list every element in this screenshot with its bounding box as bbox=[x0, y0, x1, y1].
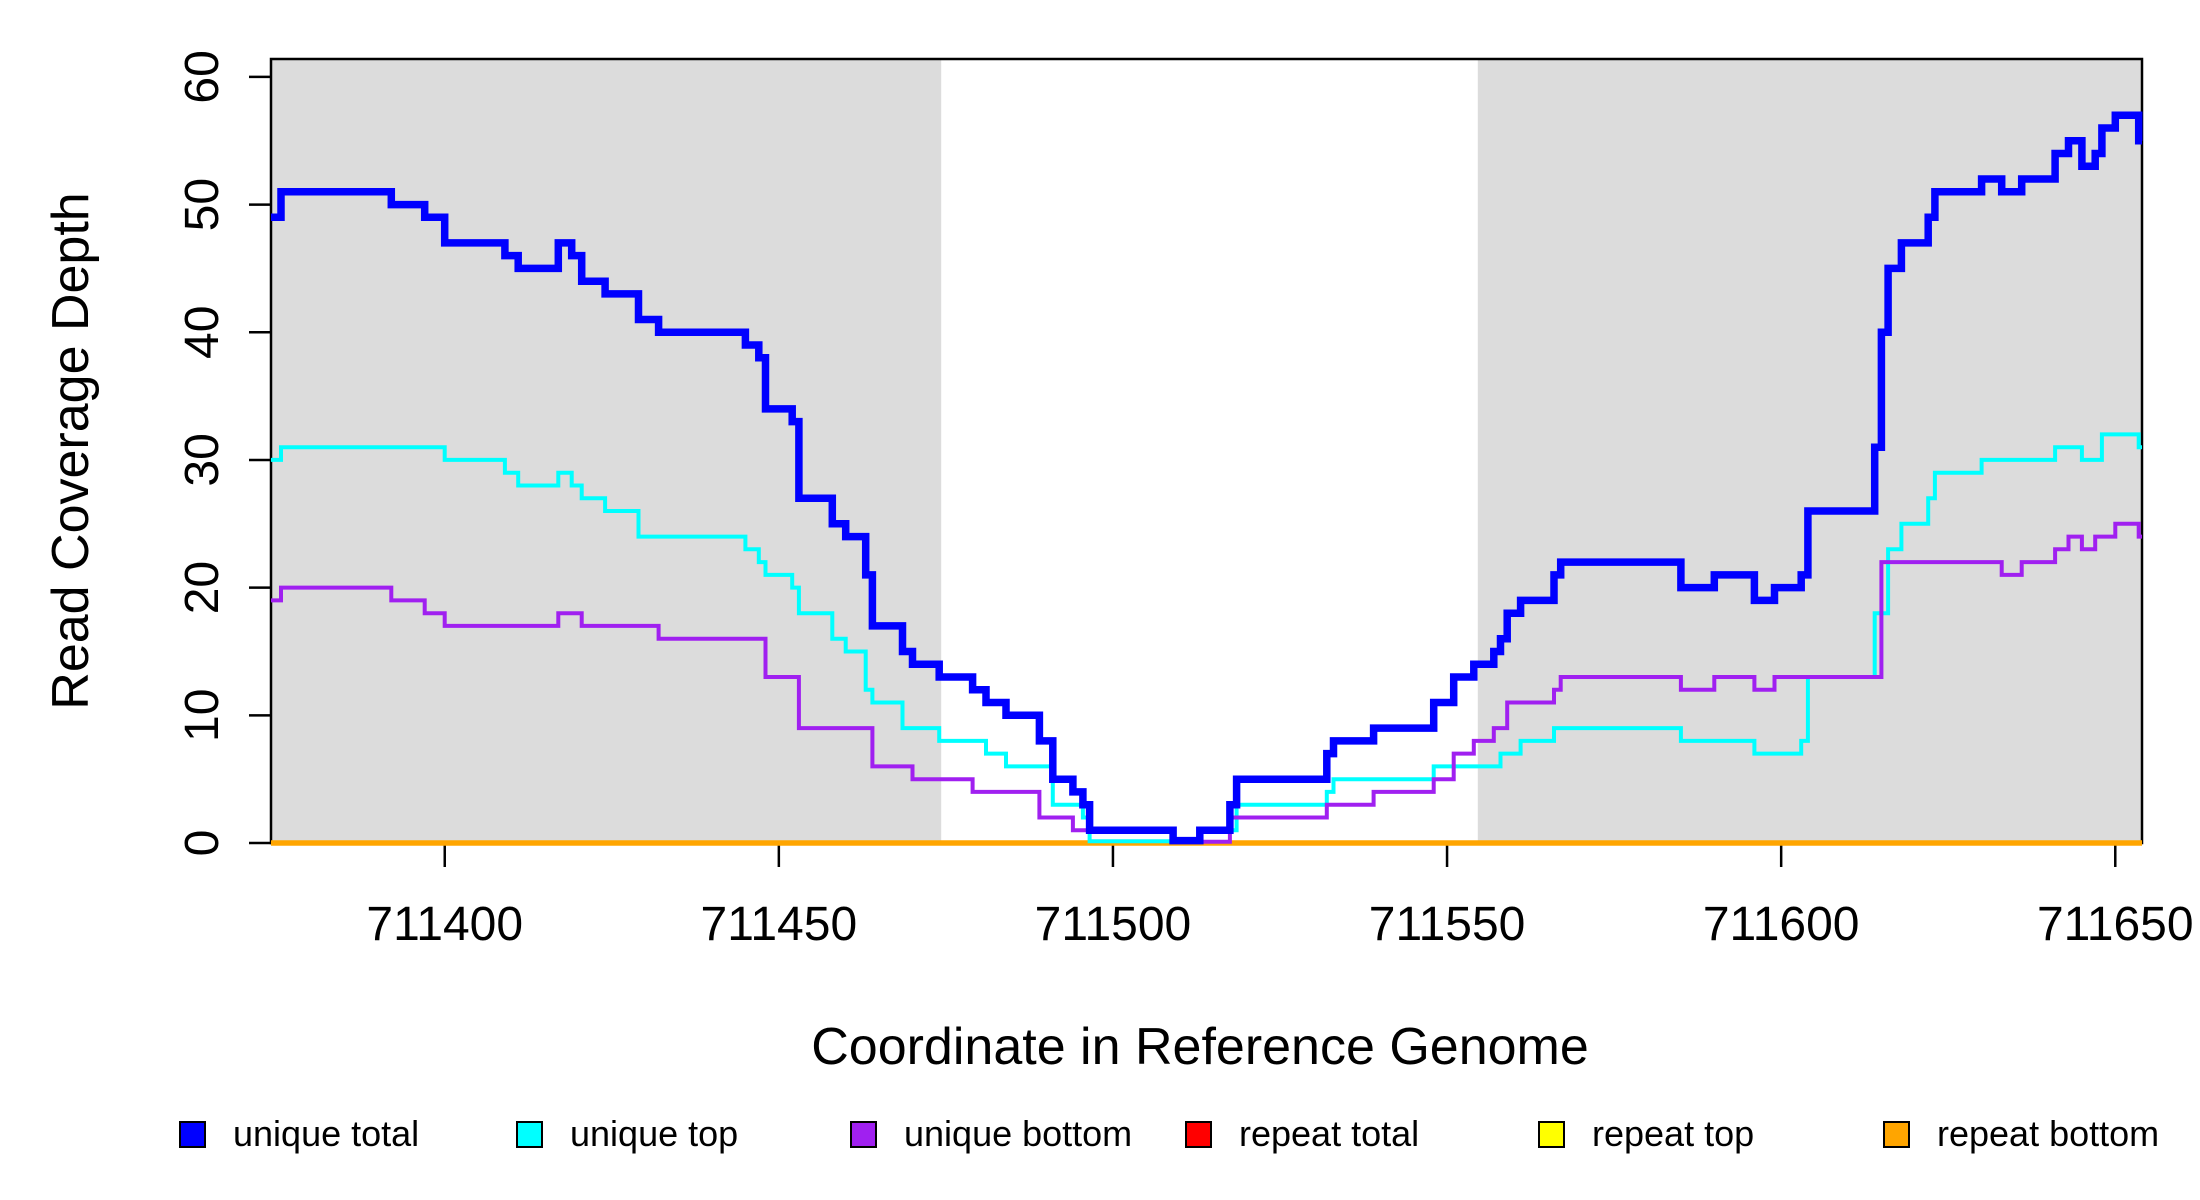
y-tick-label: 30 bbox=[176, 433, 229, 486]
y-tick-label: 50 bbox=[176, 178, 229, 231]
y-tick-label: 10 bbox=[176, 689, 229, 742]
y-tick-label: 40 bbox=[176, 306, 229, 359]
y-axis-title: Read Coverage Depth bbox=[42, 192, 100, 709]
series-line-unique-top bbox=[271, 432, 2142, 844]
y-tick-label: 20 bbox=[176, 561, 229, 614]
x-tick-label: 711550 bbox=[1369, 898, 1526, 951]
series-lines bbox=[271, 111, 2143, 846]
x-tick-label: 711650 bbox=[2037, 898, 2194, 951]
y-tick-label: 0 bbox=[176, 830, 229, 857]
y-tick-label: 60 bbox=[176, 50, 229, 103]
x-tick-label: 711450 bbox=[701, 898, 858, 951]
tick-labels: 0 10 20 30 40 50 60 711400 711450 711500 711550 711… bbox=[176, 50, 2194, 951]
shaded-region bbox=[271, 59, 942, 843]
series-line-unique-total bbox=[271, 111, 2143, 845]
x-tick-label: 711500 bbox=[1035, 898, 1192, 951]
x-tick-label: 711400 bbox=[366, 898, 523, 951]
series-line-unique-bottom bbox=[271, 521, 2142, 844]
x-tick-label: 711600 bbox=[1703, 898, 1860, 951]
shaded-regions bbox=[271, 59, 2142, 843]
x-axis-title: Coordinate in Reference Genome bbox=[811, 1018, 1589, 1076]
